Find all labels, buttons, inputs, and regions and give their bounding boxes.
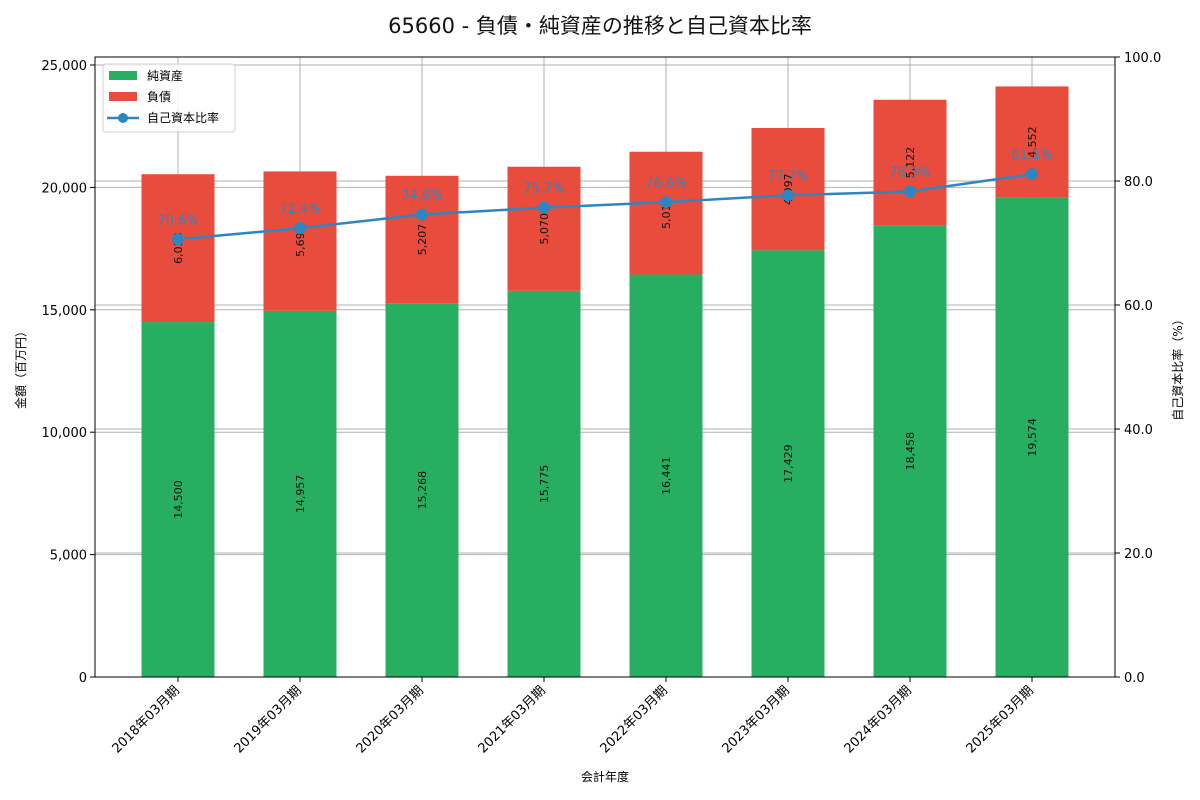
equity-ratio-label: 77.7%: [767, 169, 808, 184]
x-tick-label: 2022年03月期: [598, 683, 671, 756]
equity-ratio-marker: [904, 185, 916, 198]
net-assets-value-label: 18,458: [904, 432, 917, 471]
x-tick-label: 2018年03月期: [110, 683, 183, 756]
y-tick-label: 25,000: [42, 59, 88, 74]
chart-title: 65660 - 負債・純資産の推移と自己資本比率: [388, 14, 812, 38]
bar-liabilities: [385, 175, 459, 304]
y-tick-label: 5,000: [50, 549, 87, 564]
x-tick-label: 2019年03月期: [232, 683, 305, 756]
x-tick-label: 2024年03月期: [842, 683, 915, 756]
liabilities-value-label: 4,552: [1026, 126, 1039, 158]
grid-lines: [95, 56, 1115, 678]
x-tick-label: 2023年03月期: [720, 683, 793, 756]
equity-ratio-line: 70.6% 72.4% 74.6% 75.7% 76.6% 77.7% 78.3% 81.1%: [157, 148, 1053, 246]
bar-net-assets: [263, 310, 337, 677]
bar-liabilities: [873, 99, 947, 226]
x-axis-label: 会計年度: [581, 769, 629, 784]
x-tick-label: 2021年03月期: [476, 683, 549, 756]
net-assets-value-label: 15,268: [416, 471, 429, 510]
equity-ratio-marker: [294, 222, 306, 235]
bar-net-assets: [751, 250, 825, 677]
equity-ratio-label: 74.6%: [401, 188, 442, 203]
bar-liabilities: [751, 128, 825, 251]
equity-ratio-polyline: [177, 172, 1033, 241]
equity-ratio-marker: [782, 189, 794, 202]
y-axis-label: 金額（百万円）: [13, 325, 28, 409]
net-assets-value-label: 17,429: [782, 444, 795, 483]
bar-liabilities: [263, 171, 337, 311]
y2-tick-label: 0.0: [1124, 671, 1145, 686]
y-tick-label: 15,000: [42, 304, 88, 319]
equity-ratio-marker: [660, 196, 672, 209]
liabilities-value-label: 5,070: [538, 213, 551, 245]
y-tick-label: 0: [79, 671, 87, 686]
bar-liabilities: [507, 166, 581, 291]
y2-tick-label: 80.0: [1124, 175, 1153, 190]
y2-tick-label: 60.0: [1124, 299, 1153, 314]
bars: [141, 86, 1069, 677]
net-assets-value-label: 14,500: [172, 480, 185, 519]
equity-ratio-marker: [416, 208, 428, 221]
y2-tick-label: 100.0: [1124, 51, 1161, 66]
bar-net-assets: [141, 322, 215, 677]
net-assets-value-label: 19,574: [1026, 418, 1039, 457]
equity-ratio-label: 78.3%: [889, 166, 930, 181]
x-tick-label: 2020年03月期: [354, 683, 427, 756]
y2-tick-label: 20.0: [1124, 547, 1153, 562]
y2-tick-label: 40.0: [1124, 423, 1153, 438]
equity-ratio-label: 75.7%: [523, 182, 564, 197]
bar-net-assets: [507, 290, 581, 677]
y2-axis-label: 自己資本比率（%）: [1170, 313, 1185, 420]
x-tick-label: 2025年03月期: [964, 683, 1037, 756]
bar-net-assets: [385, 303, 459, 677]
plot-frame: [94, 56, 1116, 678]
equity-ratio-label: 72.4%: [279, 202, 320, 217]
legend-marker-equity-ratio: [118, 113, 128, 123]
bar-net-assets: [629, 274, 703, 677]
equity-ratio-marker: [538, 201, 550, 214]
legend-label-equity-ratio: 自己資本比率: [147, 110, 219, 125]
bar-liabilities: [629, 151, 703, 275]
equity-ratio-label: 81.1%: [1011, 148, 1052, 163]
net-assets-value-label: 16,441: [660, 457, 673, 496]
bar-net-assets: [873, 225, 947, 677]
legend-swatch-liabilities: [109, 92, 137, 101]
bar-liabilities: [141, 174, 215, 323]
equity-ratio-marker: [1026, 168, 1038, 181]
net-assets-value-label: 15,775: [538, 465, 551, 504]
liabilities-value-label: 5,207: [416, 224, 429, 256]
net-assets-value-label: 14,957: [294, 475, 307, 514]
y-tick-label: 20,000: [42, 181, 88, 196]
liabilities-value-label: 5,122: [904, 147, 917, 179]
legend-swatch-net-assets: [109, 71, 137, 80]
legend-box: [102, 63, 236, 133]
legend-label-liabilities: 負債: [147, 89, 171, 104]
equity-ratio-marker: [172, 233, 184, 246]
bar-net-assets: [995, 197, 1069, 677]
y-tick-label: 10,000: [42, 426, 88, 441]
equity-ratio-label: 76.6%: [645, 176, 686, 191]
legend-label-net-assets: 純資産: [147, 68, 183, 83]
equity-ratio-label: 70.6%: [157, 213, 198, 228]
